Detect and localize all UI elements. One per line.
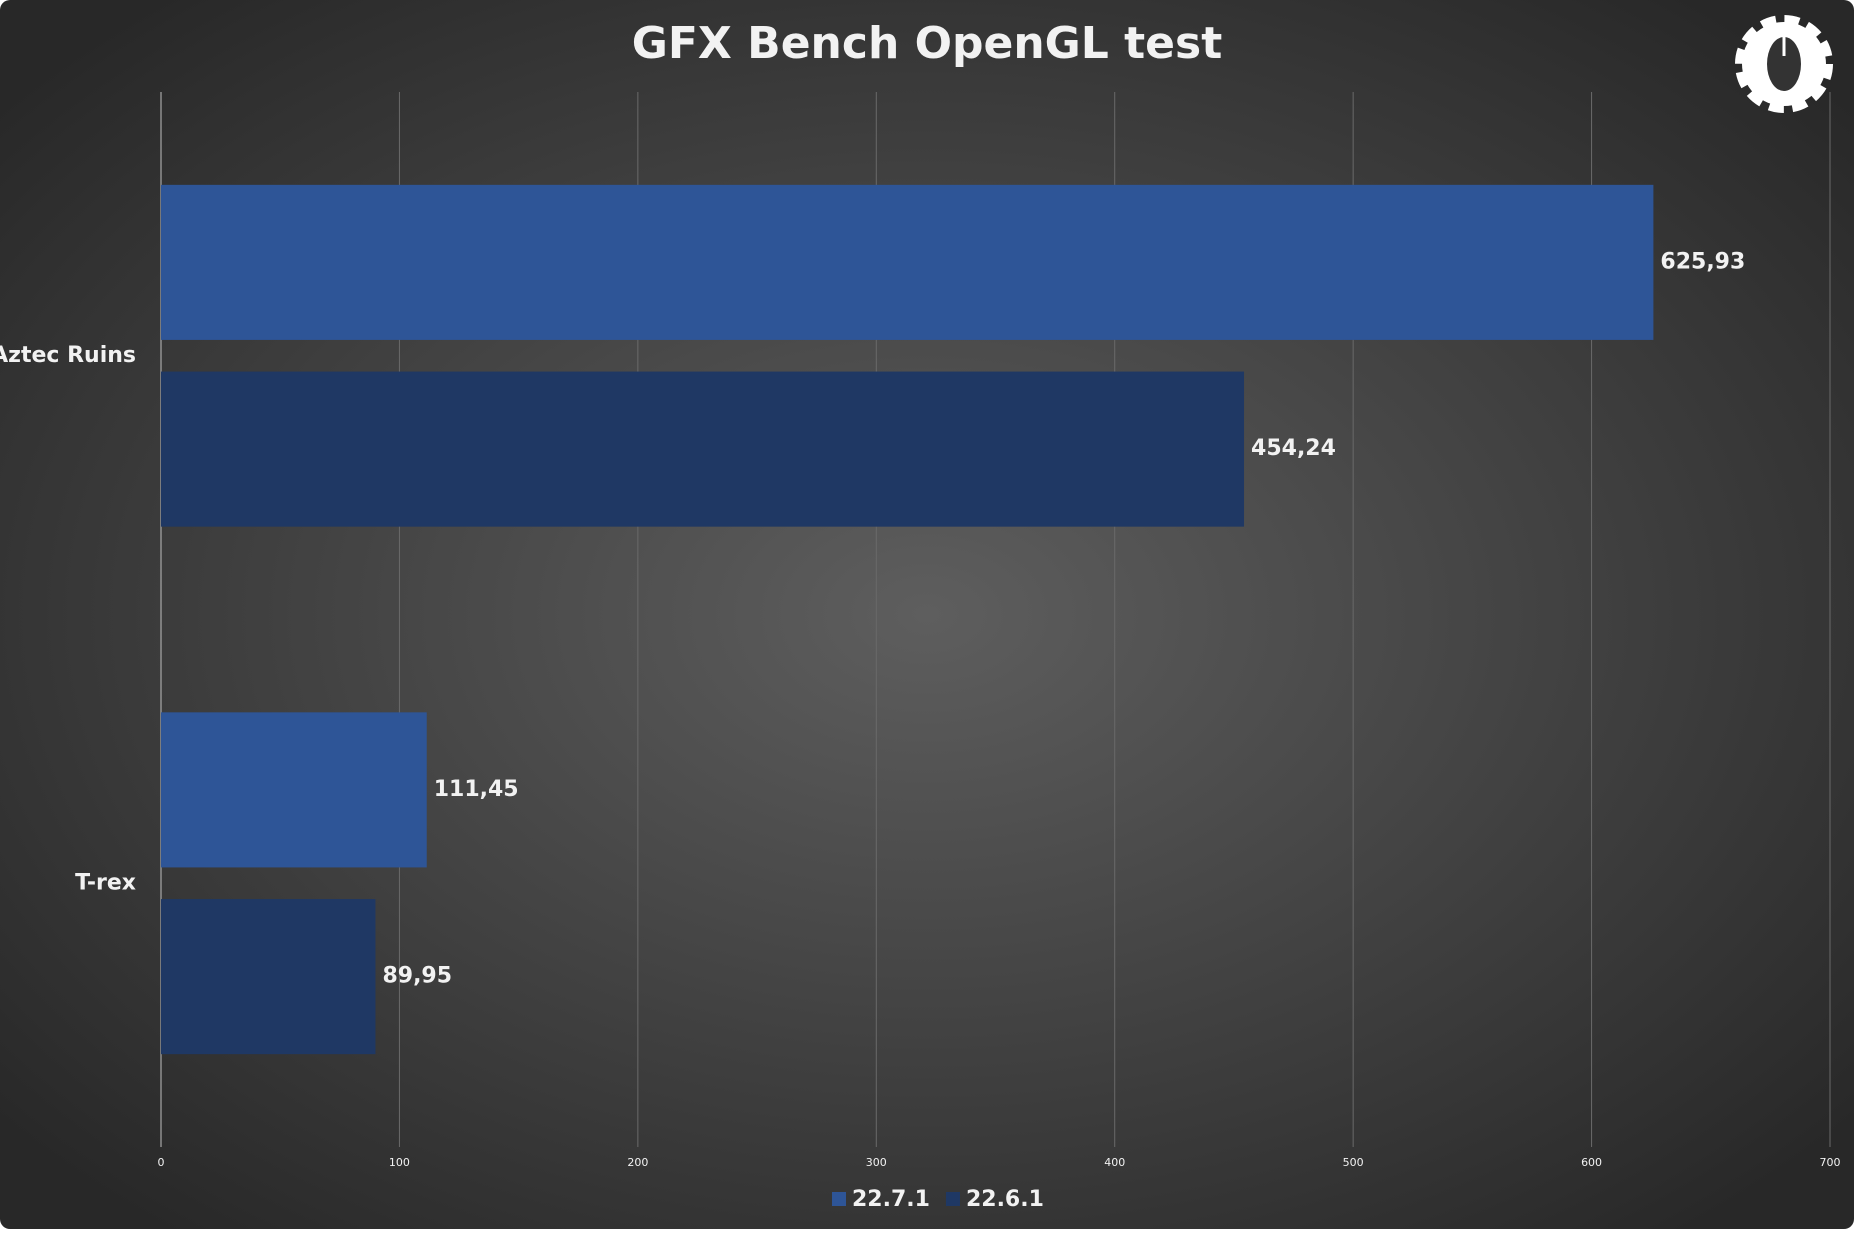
value-label: 89,95 — [382, 964, 452, 989]
bar — [161, 712, 427, 868]
legend-label: 22.7.1 — [852, 1187, 930, 1212]
x-tick-label: 600 — [1581, 1156, 1602, 1169]
value-label: 111,45 — [434, 777, 519, 802]
x-tick-label: 700 — [1820, 1156, 1841, 1169]
value-label: 625,93 — [1660, 249, 1745, 274]
x-tick-label: 100 — [389, 1156, 410, 1169]
x-tick-label: 500 — [1343, 1156, 1364, 1169]
x-tick-label: 0 — [158, 1156, 165, 1169]
y-tick-label: T-rex — [75, 870, 136, 895]
x-tick-label: 400 — [1104, 1156, 1125, 1169]
bar — [161, 184, 1654, 340]
bar — [161, 899, 376, 1055]
legend-swatch — [832, 1192, 846, 1206]
legend-swatch — [945, 1192, 960, 1206]
chart-title: GFX Bench OpenGL test — [632, 18, 1222, 69]
y-tick-label: Aztec Ruins — [0, 343, 136, 368]
legend-label: 22.6.1 — [966, 1187, 1044, 1212]
x-tick-label: 300 — [866, 1156, 887, 1169]
logo — [1735, 15, 1833, 113]
bar — [161, 371, 1245, 527]
x-tick-label: 200 — [627, 1156, 648, 1169]
value-label: 454,24 — [1251, 436, 1336, 461]
